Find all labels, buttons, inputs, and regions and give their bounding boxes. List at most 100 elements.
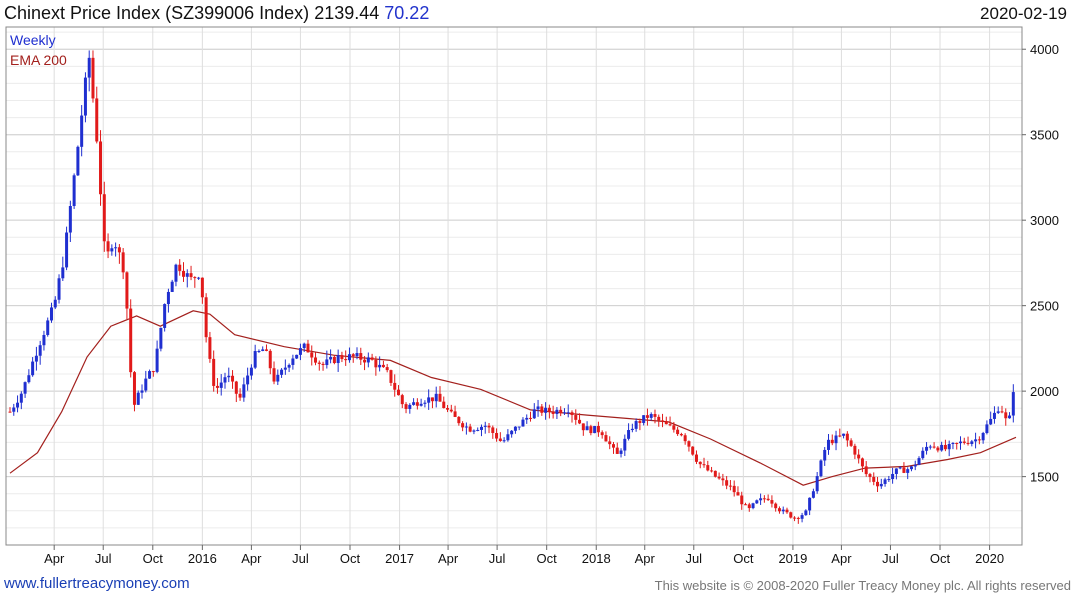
chart-title: Chinext Price Index (SZ399006 Index) 213… [4, 3, 429, 24]
candle-body [185, 273, 189, 277]
candle-body [683, 435, 687, 442]
x-tick-label: 2019 [778, 551, 807, 566]
legend-weekly: Weekly [10, 32, 56, 48]
candle-body [163, 304, 167, 328]
candle-body [329, 356, 333, 360]
candle-body [310, 352, 314, 358]
candle-body [630, 428, 634, 431]
candle-body [521, 419, 525, 427]
candle-body [615, 447, 619, 454]
x-tick-label: 2020 [975, 551, 1004, 566]
candle-body [1004, 412, 1008, 419]
candle-body [238, 393, 242, 398]
copyright-notice: This website is © 2008-2020 Fuller Treac… [654, 578, 1071, 593]
candle-body [721, 478, 725, 481]
candle-body [793, 517, 797, 519]
candle-body [412, 402, 416, 405]
candle-body [740, 495, 744, 505]
candle-body [276, 374, 280, 382]
candle-body [977, 439, 981, 441]
candle-body [442, 401, 446, 409]
candle-body [830, 439, 834, 444]
candle-body [42, 334, 46, 346]
candle-body [479, 426, 483, 430]
x-tick-label: Oct [930, 551, 951, 566]
candle-body [815, 476, 819, 492]
candle-body [713, 470, 717, 477]
candle-body [446, 408, 450, 410]
candle-body [664, 421, 668, 425]
candle-body [981, 433, 985, 441]
candle-body [370, 357, 374, 360]
candle-body [355, 353, 359, 357]
candle-body [589, 426, 593, 434]
candle-body [992, 412, 996, 419]
candle-body [600, 432, 604, 436]
candle-body [593, 426, 597, 434]
candle-body [860, 458, 864, 467]
candle-body [38, 345, 42, 356]
candle-body [404, 404, 408, 409]
candle-body [774, 503, 778, 509]
candle-body [253, 351, 257, 368]
y-tick-label: 2500 [1030, 299, 1059, 314]
candle-body [400, 395, 404, 405]
candle-body [174, 264, 178, 282]
candle-body [16, 402, 20, 408]
candle-body [808, 497, 812, 511]
candle-body [540, 406, 544, 413]
candle-body [212, 358, 216, 386]
candle-body [672, 425, 676, 430]
candle-body [657, 416, 661, 421]
candle-body [381, 364, 385, 368]
candle-body [223, 377, 227, 383]
candle-body [363, 359, 367, 363]
x-tick-label: 2017 [385, 551, 414, 566]
candle-body [751, 503, 755, 509]
candle-body [31, 361, 35, 376]
website-link[interactable]: www.fullertreacymoney.com [4, 575, 190, 592]
y-tick-label: 4000 [1030, 42, 1059, 57]
candle-body [408, 404, 412, 409]
candle-body [706, 465, 710, 471]
price-change: 70.22 [384, 3, 430, 23]
y-tick-label: 3000 [1030, 213, 1059, 228]
candle-body [728, 485, 732, 487]
candle-body [257, 350, 261, 352]
candle-body [570, 412, 574, 416]
candle-body [393, 382, 397, 390]
candle-body [744, 504, 748, 506]
candle-body [932, 446, 936, 448]
candle-body [166, 291, 170, 305]
candle-body [434, 393, 438, 402]
candle-body [872, 476, 876, 482]
candle-body [302, 343, 306, 349]
candle-body [940, 444, 944, 451]
candle-body [347, 354, 351, 361]
candle-body [200, 277, 204, 298]
candle-body [396, 389, 400, 396]
candle-body [298, 348, 302, 355]
candle-body [374, 359, 378, 368]
candle-body [894, 468, 898, 474]
candle-body [491, 427, 495, 434]
candle-body [457, 416, 461, 424]
candle-body [242, 384, 246, 398]
candle-body [321, 363, 325, 366]
candle-body [544, 407, 548, 413]
candle-body [913, 464, 917, 467]
candle-body [864, 466, 868, 475]
candle-body [453, 411, 457, 417]
candle-body [955, 442, 959, 444]
grid [6, 27, 1022, 545]
candle-body [789, 512, 793, 518]
candle-body [985, 424, 989, 434]
candle-body [227, 375, 231, 378]
candle-body [246, 375, 250, 385]
candle-body [231, 375, 235, 382]
x-tick-label: Oct [537, 551, 558, 566]
candle-body [148, 371, 152, 379]
candle-body [461, 423, 465, 428]
candle-body [65, 232, 69, 268]
